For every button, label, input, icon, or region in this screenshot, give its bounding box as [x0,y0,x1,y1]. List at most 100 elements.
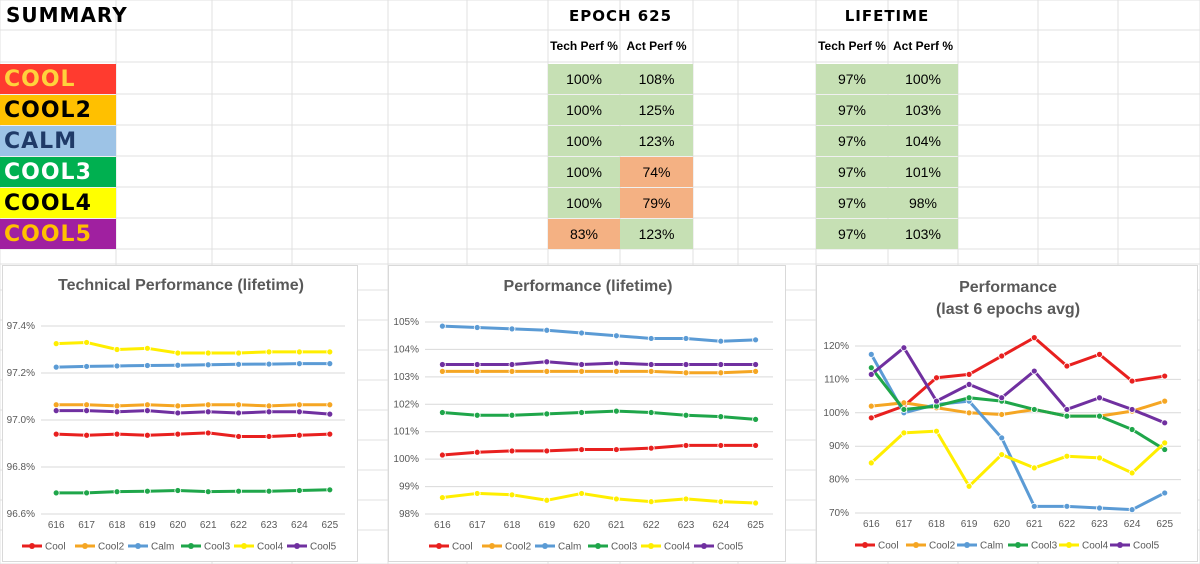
data-point-cool [113,430,121,438]
x-tick-label: 624 [1124,519,1141,530]
data-point-cool2 [682,369,690,377]
legend-marker [701,543,707,549]
legend-item-cool3: Cool3 [588,542,638,553]
y-tick-label: 98% [399,509,419,520]
data-point-cool4 [612,495,620,503]
data-point-cool4 [933,427,940,435]
x-tick-label: 616 [863,519,880,530]
data-point-calm [265,360,273,368]
x-tick-label: 617 [78,520,95,531]
data-point-cool3 [717,413,725,421]
data-point-calm [717,337,725,345]
data-point-cool5 [174,409,182,417]
data-point-calm [143,362,151,369]
y-tick-label: 101% [393,427,419,438]
data-point-calm [578,329,586,337]
data-point-cool5 [473,361,481,368]
data-point-cool3 [113,488,121,496]
lifetime-act-cell: 98% [888,188,958,218]
data-point-cool5 [143,407,151,415]
data-point-cool [1096,350,1103,358]
data-point-calm [508,325,516,333]
data-point-calm [1063,502,1071,510]
data-point-cool4 [439,494,446,501]
x-tick-label: 620 [993,519,1010,530]
data-point-cool3 [1161,446,1169,453]
data-point-cool3 [143,487,151,495]
data-point-cool [965,370,973,378]
data-point-cool3 [265,487,273,495]
y-tick-label: 104% [393,344,419,355]
legend-item-cool5: Cool5 [1110,541,1160,552]
legend-marker [542,543,548,549]
x-tick-label: 619 [961,519,978,530]
data-point-cool3 [682,411,690,419]
data-point-cool2 [326,401,334,409]
epoch-act-cell: 74% [620,157,693,187]
data-point-calm [998,434,1006,442]
data-point-calm [1096,504,1103,512]
data-point-cool [1063,362,1071,370]
data-point-cool3 [752,415,760,423]
legend-marker [294,543,300,549]
y-tick-label: 105% [393,317,419,328]
data-point-cool4 [752,499,760,507]
epoch-tech-cell: 100% [548,188,620,218]
series-line-cool [870,336,1165,420]
data-point-cool2 [174,402,182,410]
data-point-cool [717,442,725,449]
data-point-cool5 [52,407,60,415]
data-point-cool5 [543,358,551,366]
data-point-cool5 [867,370,875,378]
legend-label: Cool5 [310,542,337,553]
legend-label: Cool2 [505,542,532,553]
data-point-cool2 [900,399,908,407]
x-tick-label: 619 [139,520,156,531]
data-point-calm [543,326,551,334]
y-tick-label: 102% [393,399,419,410]
data-point-cool4 [1063,452,1071,460]
lifetime-act-header: Act Perf % [892,39,954,53]
legend-item-cool4: Cool4 [1059,541,1109,552]
lifetime-act-cell: 103% [888,95,958,125]
legend-label: Cool4 [257,542,284,553]
data-point-cool3 [612,407,620,415]
team-name: COOL4 [0,188,116,218]
legend-marker [1066,542,1072,548]
data-point-cool3 [900,406,908,413]
y-tick-label: 70% [829,508,849,519]
legend-label: Calm [151,542,174,553]
data-point-cool5 [1063,406,1071,413]
data-point-calm [439,322,446,330]
epoch-tech-cell: 100% [548,64,620,94]
legend-label: Cool4 [1082,541,1109,552]
data-point-calm [867,350,875,358]
data-point-cool2 [1161,397,1169,405]
legend-item-cool3: Cool3 [181,542,231,553]
data-point-cool5 [717,361,725,368]
data-point-cool3 [326,486,334,494]
data-point-cool4 [143,344,151,352]
x-tick-label: 622 [230,520,247,531]
data-point-calm [235,360,243,368]
data-point-cool4 [1161,439,1169,447]
data-point-cool2 [612,367,620,375]
legend-marker [82,543,88,549]
data-point-cool3 [508,411,516,419]
data-point-cool [933,374,940,382]
data-point-cool3 [647,409,655,416]
data-point-cool4 [326,348,334,356]
data-point-cool3 [867,364,875,372]
data-point-cool [143,431,151,439]
team-name: CALM [0,126,116,156]
y-tick-label: 103% [393,372,419,383]
data-point-cool5 [235,409,243,417]
data-point-cool4 [295,348,303,356]
data-point-cool4 [1128,469,1136,477]
data-point-cool2 [439,367,446,375]
data-point-calm [174,361,182,369]
data-point-cool2 [295,401,303,409]
data-point-cool4 [717,498,725,506]
data-point-cool [174,430,182,438]
data-point-cool [752,442,760,449]
